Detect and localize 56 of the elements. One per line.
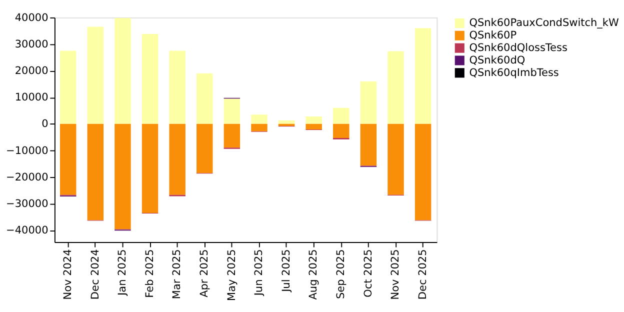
x-tick-label: Nov 2025	[390, 249, 402, 300]
bar	[60, 124, 76, 195]
x-tick-label: Jul 2025	[280, 249, 292, 293]
y-tick-label: −20000	[6, 171, 48, 184]
bar	[196, 124, 213, 174]
bar	[251, 114, 268, 124]
bar	[87, 124, 104, 220]
bar	[87, 26, 104, 124]
y-tick-label: 0	[42, 118, 48, 130]
bar	[278, 124, 295, 126]
x-tick-label: Dec 2024	[89, 248, 102, 300]
bar	[142, 34, 158, 124]
bar	[360, 124, 377, 166]
y-tick-label: −30000	[6, 198, 48, 210]
y-tick-label: −40000	[6, 224, 48, 237]
y-tick-label: 10000	[14, 92, 48, 104]
x-tick-label: Sep 2025	[335, 249, 348, 300]
bar	[251, 124, 268, 132]
x-tick-label: Aug 2025	[308, 249, 320, 300]
legend-label: QSnk60qImbTess	[469, 66, 559, 79]
x-tick-label: Mar 2025	[171, 249, 184, 300]
legend-label: QSnk60dQlossTess	[469, 42, 568, 54]
bar	[60, 50, 76, 124]
legend-label: QSnk60P	[469, 29, 517, 42]
bar	[278, 120, 295, 124]
bar	[224, 98, 240, 124]
bar	[142, 124, 158, 214]
bar	[169, 124, 186, 195]
x-tick-label: Jun 2025	[253, 249, 266, 297]
bar	[306, 124, 322, 130]
bar	[388, 51, 404, 124]
bar	[414, 124, 432, 220]
bar	[333, 124, 350, 138]
bar	[388, 124, 404, 195]
x-tick-label: Nov 2024	[62, 248, 74, 300]
bar	[224, 124, 240, 148]
bar	[196, 73, 213, 124]
x-tick-label: Jan 2025	[116, 249, 129, 296]
y-tick-label: 40000	[14, 12, 48, 24]
y-tick-label: 30000	[14, 38, 48, 50]
y-tick-label: 20000	[14, 65, 48, 78]
bar	[114, 18, 131, 124]
x-tick-label: Oct 2025	[362, 249, 374, 298]
y-tick-label: −10000	[6, 144, 48, 157]
bar	[360, 81, 377, 124]
bar	[306, 116, 322, 124]
x-tick-label: Feb 2025	[144, 249, 156, 298]
bar	[414, 28, 432, 124]
x-tick-label: Dec 2025	[416, 249, 429, 300]
bar	[333, 108, 350, 124]
legend-label: QSnk60PauxCondSwitch_kW	[469, 17, 620, 30]
bar	[114, 124, 131, 230]
x-tick-label: May 2025	[226, 249, 238, 301]
bar	[169, 50, 186, 124]
legend-label: QSnk60dQ	[469, 54, 526, 66]
x-tick-label: Apr 2025	[198, 249, 210, 298]
